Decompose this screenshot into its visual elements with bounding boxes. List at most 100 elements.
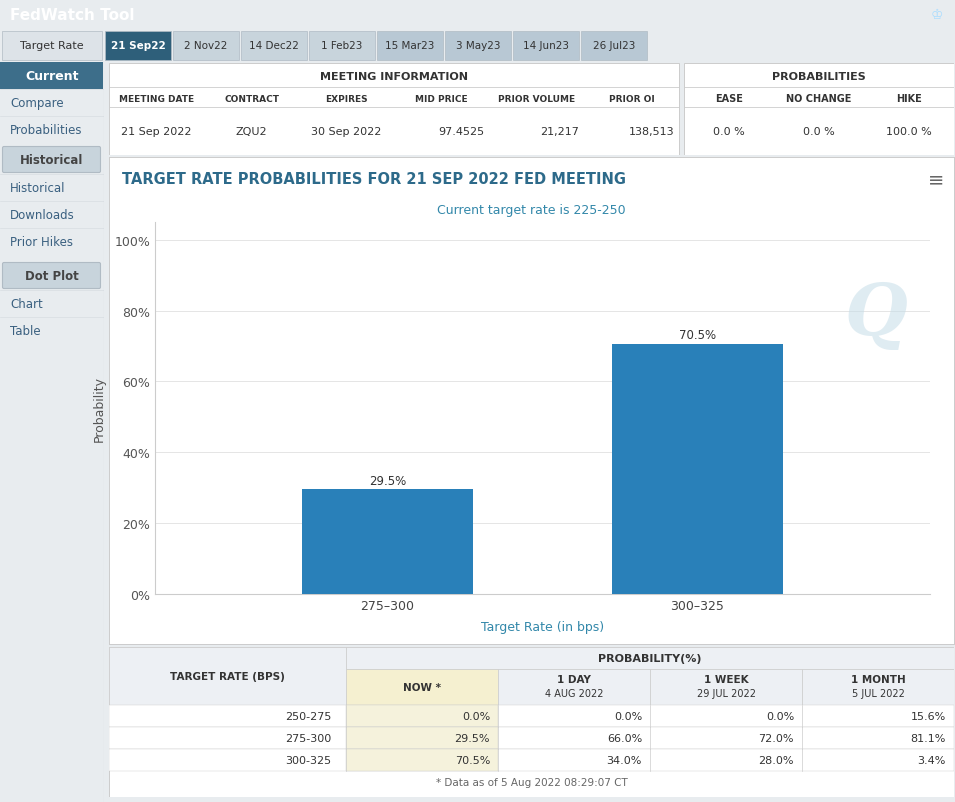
Text: MEETING DATE: MEETING DATE: [119, 95, 194, 103]
Text: 0.0%: 0.0%: [766, 711, 794, 721]
FancyBboxPatch shape: [0, 63, 103, 90]
Text: 275-300: 275-300: [285, 733, 331, 743]
Text: 1 WEEK: 1 WEEK: [704, 674, 749, 684]
FancyBboxPatch shape: [581, 32, 647, 61]
Text: TARGET RATE (BPS): TARGET RATE (BPS): [170, 671, 285, 681]
Y-axis label: Probability: Probability: [93, 375, 106, 441]
Text: 70.5%: 70.5%: [455, 755, 490, 765]
Text: Downloads: Downloads: [10, 209, 74, 221]
Text: Prior Hikes: Prior Hikes: [10, 236, 73, 249]
FancyBboxPatch shape: [377, 32, 443, 61]
Text: Dot Plot: Dot Plot: [25, 269, 79, 282]
Text: * Data as of 5 Aug 2022 08:29:07 CT: * Data as of 5 Aug 2022 08:29:07 CT: [435, 777, 627, 787]
Text: 2 Nov22: 2 Nov22: [184, 42, 227, 51]
Text: 3 May23: 3 May23: [456, 42, 500, 51]
FancyBboxPatch shape: [346, 727, 498, 749]
FancyBboxPatch shape: [109, 727, 954, 749]
Text: 30 Sep 2022: 30 Sep 2022: [311, 127, 382, 137]
Text: PROBABILITIES: PROBABILITIES: [773, 72, 866, 82]
Text: 138,513: 138,513: [628, 127, 674, 137]
Text: Chart: Chart: [10, 298, 43, 310]
Text: 15.6%: 15.6%: [911, 711, 946, 721]
Text: 21 Sep22: 21 Sep22: [111, 42, 165, 51]
Text: Current: Current: [25, 70, 78, 83]
FancyBboxPatch shape: [346, 669, 498, 705]
Text: NO CHANGE: NO CHANGE: [786, 94, 852, 104]
FancyBboxPatch shape: [109, 64, 679, 156]
FancyBboxPatch shape: [445, 32, 511, 61]
Text: 29.5%: 29.5%: [369, 474, 406, 487]
Text: 26 Jul23: 26 Jul23: [593, 42, 635, 51]
Text: Historical: Historical: [10, 182, 66, 195]
Text: 14 Jun23: 14 Jun23: [523, 42, 569, 51]
Text: Compare: Compare: [10, 97, 64, 110]
FancyBboxPatch shape: [3, 263, 100, 290]
Text: 29 JUL 2022: 29 JUL 2022: [696, 688, 755, 698]
Text: Historical: Historical: [20, 154, 84, 167]
Text: NOW *: NOW *: [403, 683, 441, 692]
FancyBboxPatch shape: [109, 647, 346, 705]
FancyBboxPatch shape: [802, 669, 954, 705]
Text: Q: Q: [844, 280, 907, 351]
Text: FedWatch Tool: FedWatch Tool: [10, 7, 135, 22]
Text: 15 Mar23: 15 Mar23: [385, 42, 435, 51]
FancyBboxPatch shape: [241, 32, 307, 61]
Text: Current target rate is 225-250: Current target rate is 225-250: [437, 204, 626, 217]
Text: 14 Dec22: 14 Dec22: [249, 42, 299, 51]
Text: PROBABILITY(%): PROBABILITY(%): [598, 653, 702, 663]
Text: 21,217: 21,217: [541, 127, 579, 137]
Text: 29.5%: 29.5%: [455, 733, 490, 743]
Text: 3.4%: 3.4%: [918, 755, 946, 765]
Text: HIKE: HIKE: [896, 94, 922, 104]
Text: 0.0 %: 0.0 %: [803, 127, 835, 137]
Text: 81.1%: 81.1%: [911, 733, 946, 743]
Text: ♔: ♔: [930, 8, 943, 22]
Text: TARGET RATE PROBABILITIES FOR 21 SEP 2022 FED MEETING: TARGET RATE PROBABILITIES FOR 21 SEP 202…: [121, 172, 626, 186]
FancyBboxPatch shape: [105, 32, 171, 61]
FancyBboxPatch shape: [309, 32, 375, 61]
FancyBboxPatch shape: [109, 749, 954, 771]
FancyBboxPatch shape: [2, 32, 102, 61]
FancyBboxPatch shape: [3, 148, 100, 173]
Text: 300-325: 300-325: [285, 755, 331, 765]
FancyBboxPatch shape: [109, 647, 954, 797]
Text: EXPIRES: EXPIRES: [326, 95, 368, 103]
Text: MID PRICE: MID PRICE: [415, 95, 468, 103]
Text: 0.0%: 0.0%: [614, 711, 642, 721]
FancyBboxPatch shape: [513, 32, 579, 61]
Text: 5 JUL 2022: 5 JUL 2022: [852, 688, 904, 698]
Bar: [612, 345, 783, 594]
Text: CONTRACT: CONTRACT: [224, 95, 279, 103]
Text: ZQU2: ZQU2: [236, 127, 267, 137]
Text: 66.0%: 66.0%: [606, 733, 642, 743]
Text: 28.0%: 28.0%: [758, 755, 794, 765]
Text: 0.0 %: 0.0 %: [713, 127, 745, 137]
Text: 4 AUG 2022: 4 AUG 2022: [544, 688, 604, 698]
Text: Target Rate: Target Rate: [20, 42, 84, 51]
Text: PRIOR OI: PRIOR OI: [608, 95, 654, 103]
Text: 1 MONTH: 1 MONTH: [851, 674, 905, 684]
FancyBboxPatch shape: [346, 647, 954, 669]
FancyBboxPatch shape: [346, 749, 498, 771]
Text: Table: Table: [10, 325, 41, 338]
Bar: [302, 490, 473, 594]
FancyBboxPatch shape: [173, 32, 239, 61]
Text: 97.4525: 97.4525: [438, 127, 484, 137]
FancyBboxPatch shape: [346, 705, 498, 727]
Text: Probabilities: Probabilities: [10, 124, 82, 137]
Text: 1 DAY: 1 DAY: [557, 674, 591, 684]
FancyBboxPatch shape: [109, 705, 954, 727]
Text: 0.0%: 0.0%: [462, 711, 490, 721]
X-axis label: Target Rate (in bps): Target Rate (in bps): [481, 621, 605, 634]
FancyBboxPatch shape: [498, 669, 650, 705]
Text: EASE: EASE: [715, 94, 743, 104]
Text: 34.0%: 34.0%: [606, 755, 642, 765]
Text: 100.0 %: 100.0 %: [886, 127, 932, 137]
Text: MEETING INFORMATION: MEETING INFORMATION: [320, 72, 468, 82]
Text: 21 Sep 2022: 21 Sep 2022: [121, 127, 192, 137]
Text: ≡: ≡: [927, 170, 944, 189]
Text: 70.5%: 70.5%: [679, 329, 716, 342]
FancyBboxPatch shape: [650, 669, 802, 705]
Text: 72.0%: 72.0%: [758, 733, 794, 743]
FancyBboxPatch shape: [684, 64, 954, 156]
